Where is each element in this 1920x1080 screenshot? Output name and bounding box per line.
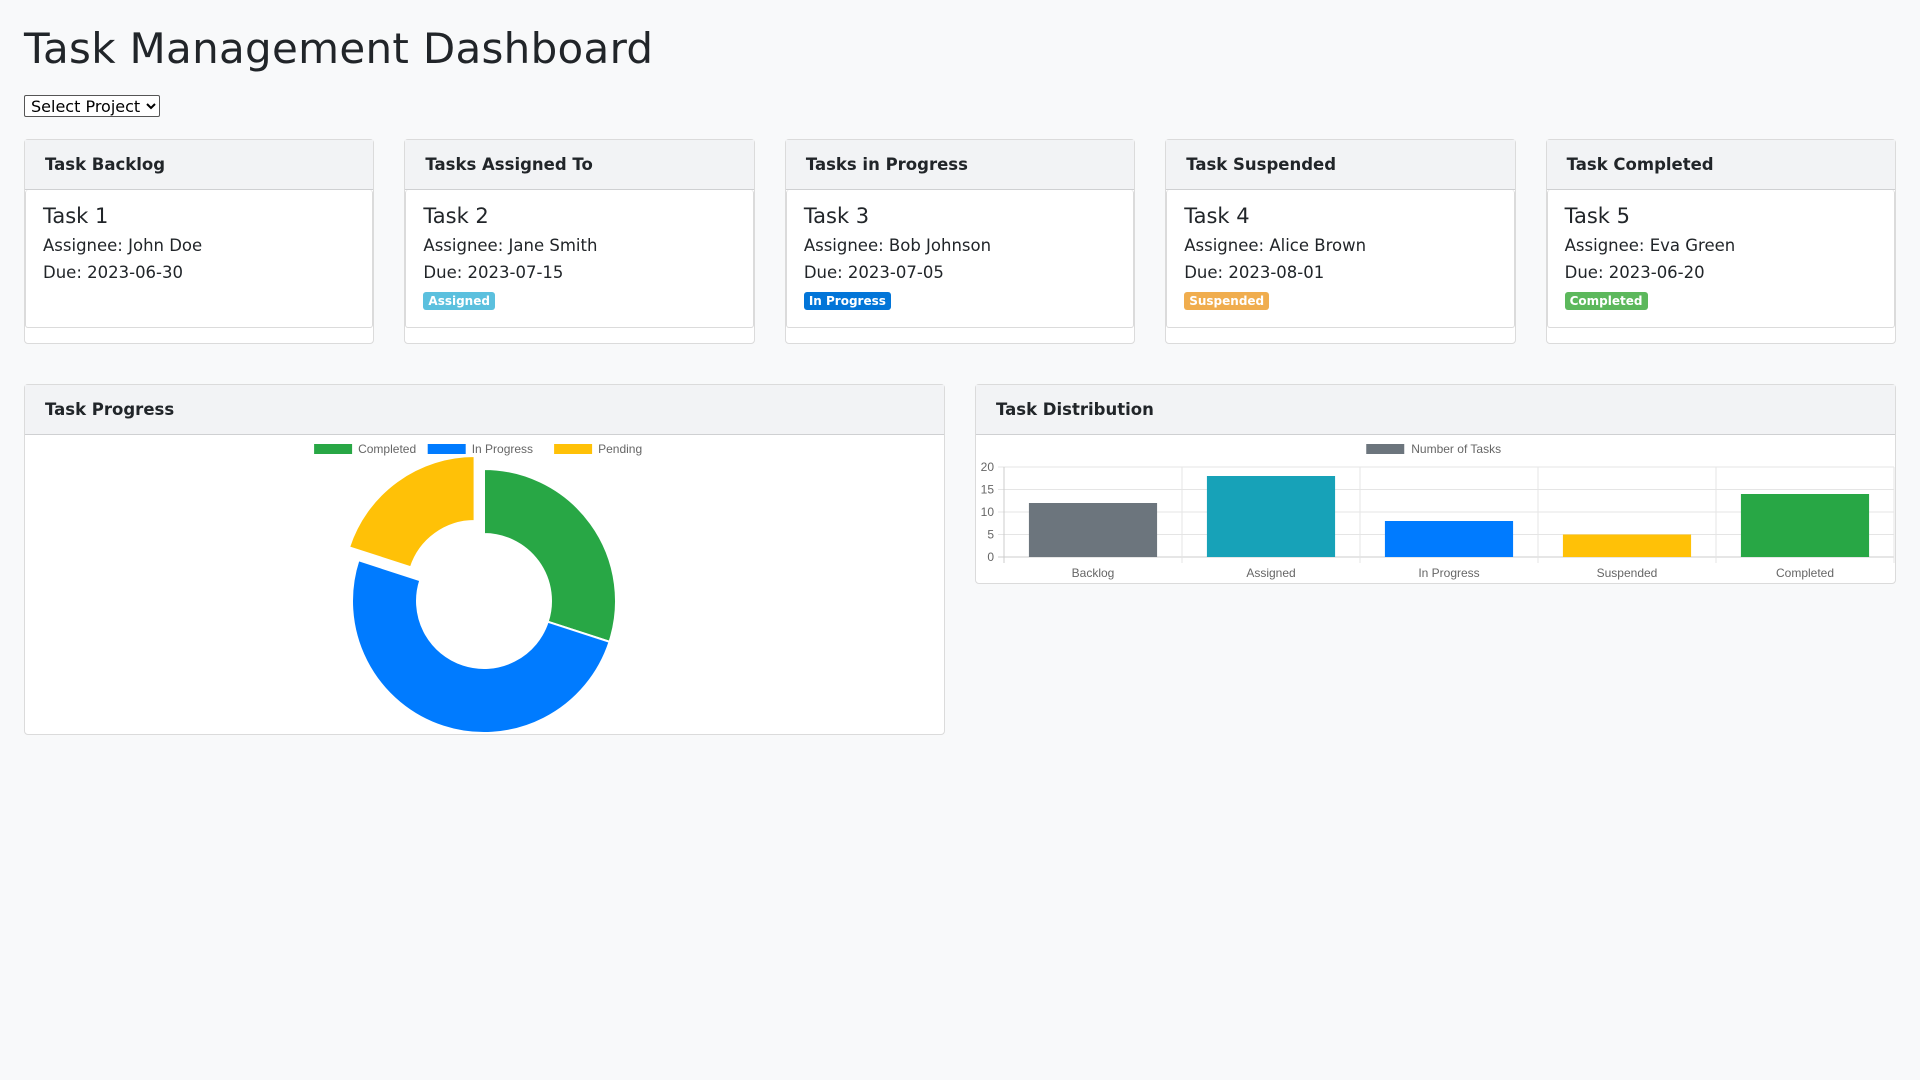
task-title: Task 1: [43, 204, 109, 228]
task-assignee: Assignee: Jane Smith: [423, 236, 598, 255]
x-tick-label: Completed: [1776, 566, 1834, 580]
donut-slice[interactable]: [483, 467, 617, 644]
y-tick-label: 20: [981, 460, 995, 474]
column-backlog: Task Backlog Task 1 Assignee: John Doe D…: [24, 139, 375, 344]
task-assignee: Assignee: John Doe: [43, 236, 203, 255]
task-distribution-chart: Number of Tasks 0 5 10 15 20 Backlog Assigned In…: [981, 442, 1895, 580]
task-due-date: Due: 2023-08-01: [1184, 263, 1325, 282]
task-card[interactable]: Task 1 Assignee: John Doe Due: 2023-06-3…: [25, 190, 374, 328]
donut-slice[interactable]: [351, 558, 611, 734]
dashboard-page: Task Management Dashboard Select Project…: [24, 24, 1897, 735]
y-tick-label: 15: [981, 483, 995, 497]
column-assigned: Tasks Assigned To Task 2 Assignee: Jane …: [404, 139, 755, 344]
legend-label: Pending: [598, 442, 642, 456]
column-suspended: Task Suspended Task 4 Assignee: Alice Br…: [1165, 139, 1516, 344]
legend-swatch[interactable]: [427, 444, 466, 454]
legend-label: Number of Tasks: [1411, 442, 1501, 456]
legend-label: In Progress: [472, 442, 533, 456]
task-title: Task 3: [803, 204, 870, 228]
bar[interactable]: [1562, 534, 1692, 558]
task-assignee: Assignee: Alice Brown: [1184, 236, 1367, 255]
task-due-date: Due: 2023-06-20: [1564, 263, 1705, 282]
column-header: Task Completed: [1546, 140, 1896, 190]
task-card[interactable]: Task 2 Assignee: Jane Smith Due: 2023-07…: [405, 190, 754, 328]
project-select[interactable]: Select Project: [24, 95, 160, 117]
y-tick-label: 0: [987, 550, 994, 564]
column-header: Task Backlog: [25, 140, 374, 190]
bar[interactable]: [1028, 503, 1158, 557]
x-tick-label: Backlog: [1072, 566, 1115, 580]
status-badge: Completed: [1564, 292, 1648, 310]
column-header: Tasks in Progress: [785, 140, 1135, 190]
column-in-progress: Tasks in Progress Task 3 Assignee: Bob J…: [784, 139, 1136, 344]
task-progress-chart: Completed In Progress Pending: [314, 442, 642, 734]
task-distribution-panel: Task Distribution Number of Tasks 0 5 10 15 2…: [975, 384, 1896, 584]
task-due-date: Due: 2023-06-30: [43, 263, 184, 282]
task-columns: Task Backlog Task 1 Assignee: John Doe D…: [24, 139, 1897, 344]
legend-swatch[interactable]: [314, 444, 353, 454]
task-card[interactable]: Task 5 Assignee: Eva Green Due: 2023-06-…: [1546, 190, 1896, 328]
legend-swatch[interactable]: [554, 444, 593, 454]
panel-title: Task Progress: [25, 385, 944, 435]
legend-swatch[interactable]: [1366, 444, 1405, 454]
column-header: Tasks Assigned To: [405, 140, 754, 190]
bar[interactable]: [1384, 521, 1514, 557]
task-due-date: Due: 2023-07-15: [423, 263, 564, 282]
column-completed: Task Completed Task 5 Assignee: Eva Gree…: [1545, 139, 1897, 344]
task-title: Task 5: [1564, 204, 1630, 228]
column-header: Task Suspended: [1166, 140, 1515, 190]
x-tick-label: Suspended: [1597, 566, 1658, 580]
y-tick-label: 10: [981, 505, 995, 519]
task-card[interactable]: Task 4 Assignee: Alice Brown Due: 2023-0…: [1166, 190, 1515, 328]
task-title: Task 4: [1184, 204, 1250, 228]
donut-slice[interactable]: [347, 455, 476, 569]
status-badge: Assigned: [423, 292, 495, 310]
page-title: Task Management Dashboard: [24, 24, 654, 73]
bar[interactable]: [1740, 494, 1870, 557]
legend-label: Completed: [358, 442, 416, 456]
task-due-date: Due: 2023-07-05: [803, 263, 944, 282]
task-assignee: Assignee: Eva Green: [1564, 236, 1736, 255]
bar[interactable]: [1206, 476, 1336, 557]
x-tick-label: Assigned: [1246, 566, 1295, 580]
task-title: Task 2: [423, 204, 489, 228]
task-progress-panel: Task Progress Completed In Progress Pendin…: [24, 384, 945, 735]
task-assignee: Assignee: Bob Johnson: [803, 236, 992, 255]
status-badge: Suspended: [1184, 292, 1270, 310]
x-tick-label: In Progress: [1418, 566, 1479, 580]
task-card[interactable]: Task 3 Assignee: Bob Johnson Due: 2023-0…: [785, 190, 1135, 328]
y-tick-label: 5: [987, 528, 994, 542]
status-badge: In Progress: [803, 292, 891, 310]
charts-row: Task Progress Completed In Progress Pendin…: [24, 384, 1896, 735]
panel-title: Task Distribution: [976, 385, 1895, 435]
